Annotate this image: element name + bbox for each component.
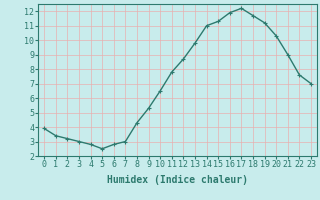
X-axis label: Humidex (Indice chaleur): Humidex (Indice chaleur) [107,175,248,185]
